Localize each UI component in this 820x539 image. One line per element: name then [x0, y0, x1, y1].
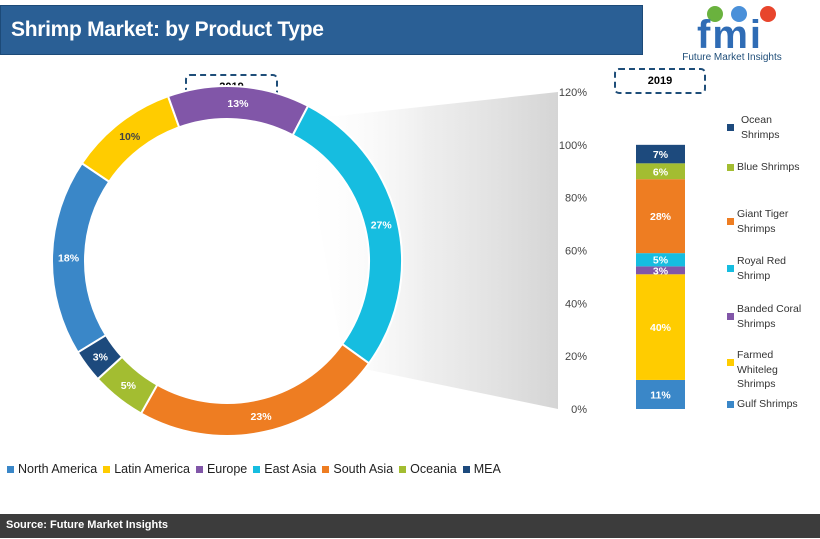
bar-segment-label: 28% [650, 211, 672, 223]
donut-legend: North America Latin America Europe East Asi… [7, 460, 507, 478]
bar-legend-label: Blue Shrimps [737, 161, 800, 173]
donut-slice-label: 18% [58, 253, 80, 265]
legend-swatch [103, 465, 111, 473]
bar-legend-swatch [727, 164, 734, 171]
logo-circle [731, 6, 747, 22]
y-tick-label: 100% [559, 140, 587, 152]
bar-segment [636, 266, 685, 275]
legend-item: Latin America [103, 462, 190, 476]
source-footer: Source: Future Market Insights [0, 514, 820, 538]
fmi-logo: fmi Future Market Insights [672, 2, 812, 66]
bar-legend-label: Banded Coral Shrimps [737, 303, 802, 330]
bar-segment [636, 163, 685, 180]
bar-legend-swatch [727, 218, 734, 225]
y-tick-label: 120% [559, 87, 587, 99]
bar-segment [636, 144, 685, 164]
legend-label: Europe [206, 462, 248, 476]
legend-label: East Asia [264, 462, 317, 476]
bar-segment-label: 7% [653, 149, 669, 161]
legend-swatch [322, 465, 330, 473]
bar-segment-label: 40% [650, 322, 672, 334]
legend-item: North America [7, 462, 97, 476]
bar-segment [636, 379, 685, 409]
legend-swatch [195, 465, 203, 473]
bar-legend-swatch [727, 359, 734, 366]
legend-item: South Asia [322, 462, 393, 476]
donut-slice-label: 23% [251, 411, 273, 423]
bar-legend-item: Blue Shrimps [727, 160, 799, 175]
donut-chart: 18% 10% 13% 27% 23% 5% 3% [51, 85, 403, 437]
bar-segment-label: 6% [653, 166, 669, 178]
donut-slice [166, 85, 310, 137]
fmi-logo-mark: fmi [697, 6, 776, 57]
legend-label: Latin America [114, 462, 190, 476]
source-text: Source: Future Market Insights [6, 519, 168, 531]
bar-legend-item: Ocean Shrimps [727, 113, 780, 142]
bar-legend-item: Farmed Whiteleg Shrimps [727, 348, 778, 392]
logo-circle [760, 6, 776, 22]
bar-legend-label: Farmed Whiteleg Shrimps [737, 349, 778, 390]
y-tick-label: 0% [571, 404, 587, 416]
bar-legend-swatch [727, 265, 734, 272]
bar-legend-item: Banded Coral Shrimps [727, 302, 801, 331]
logo-caption: Future Market Insights [682, 52, 782, 63]
chart-title: Shrimp Market: by Product Type [11, 18, 324, 41]
bar-y-axis: 0% 20% 40% 60% 80% 100% 120% [559, 87, 587, 416]
logo-circle [707, 6, 723, 22]
y-tick-label: 40% [565, 298, 587, 310]
legend-label: MEA [473, 462, 501, 476]
bar-segment [636, 274, 685, 380]
donut-slice-label: 3% [93, 351, 109, 363]
donut-slice-label: 10% [119, 131, 141, 143]
legend-item: East Asia [253, 462, 316, 476]
bar-legend-label: Giant Tiger Shrimps [737, 208, 789, 235]
donut-slice-label: 13% [227, 98, 249, 110]
legend-swatch [399, 465, 407, 473]
donut-slice-label: 27% [371, 219, 393, 231]
y-tick-label: 60% [565, 246, 587, 258]
donut-slice [76, 333, 124, 381]
bar-legend-item: Gulf Shrimps [727, 397, 798, 412]
legend-label: South Asia [333, 462, 394, 476]
bar-legend-label: Ocean Shrimps [741, 114, 780, 141]
bar-legend-swatch [727, 313, 734, 320]
bar-legend-item: Giant Tiger Shrimps [727, 207, 788, 236]
legend-swatch [462, 465, 470, 473]
legend-swatch [7, 465, 14, 473]
legend-swatch [253, 465, 261, 473]
bar-legend-label: Gulf Shrimps [737, 398, 798, 410]
logo-letters: fmi [697, 13, 763, 57]
bar-segment [636, 179, 685, 254]
bar-segment-label: 5% [653, 255, 669, 267]
y-tick-label: 80% [565, 193, 587, 205]
bar-year-label: 2019 [614, 68, 706, 94]
legend-label: North America [18, 462, 98, 476]
bar-legend-label: Royal Red Shrimp [737, 255, 787, 282]
bar-legend-swatch [727, 401, 734, 408]
bar-legend-item: Royal Red Shrimp [727, 254, 786, 283]
bar-segment [636, 253, 685, 267]
stacked-bar: 11% 40% 3%5% 28% 6% 7% [636, 144, 685, 409]
bar-segment-label: 11% [650, 389, 671, 401]
bar-legend-swatch [727, 124, 734, 131]
title-banner: Shrimp Market: by Product Type [0, 5, 643, 55]
legend-item: MEA [462, 462, 501, 476]
legend-label: Oceania [410, 462, 457, 476]
donut-slice-label: 5% [121, 380, 137, 392]
y-tick-label: 20% [565, 351, 587, 363]
bar-segment-label: 3% [653, 265, 669, 277]
legend-item: Oceania [399, 462, 457, 476]
legend-item: Europe [195, 462, 248, 476]
